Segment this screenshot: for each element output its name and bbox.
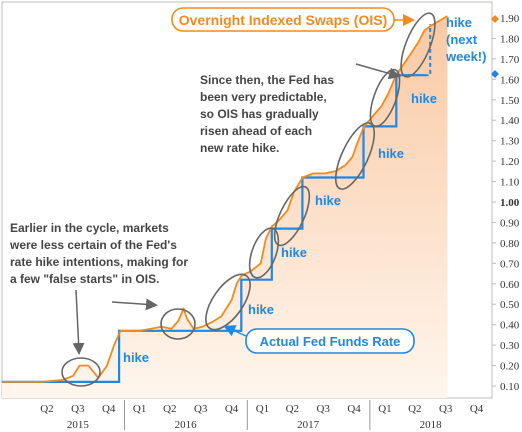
y-tick-label: 0.90 <box>500 217 520 229</box>
y-tick-label: 0.40 <box>500 320 520 332</box>
note-earlier: Earlier in the cycle, markets were less … <box>9 221 188 355</box>
y-tick-label: 1.10 <box>500 177 520 189</box>
note-since-then: Since then, the Fed has been very predic… <box>200 63 401 155</box>
hike-next-label: week!) <box>445 49 486 64</box>
x-tick-label: Q3 <box>316 403 330 415</box>
y-tick-label: 1.50 <box>500 95 520 107</box>
y-tick-label: 1.20 <box>500 156 520 168</box>
hike-label: hike <box>281 245 307 260</box>
hike-label: hike <box>123 350 149 365</box>
note-line: Since then, the Fed has <box>200 73 334 87</box>
highlight-circle <box>160 308 196 340</box>
ois-area-fill <box>2 16 448 398</box>
x-tick-label: Q2 <box>163 403 176 415</box>
highlight-circle <box>273 185 311 247</box>
x-tick-label: Q1 <box>378 403 391 415</box>
fed-funds-label-box: Actual Fed Funds Rate <box>223 325 415 354</box>
y-tick-label: 0.80 <box>500 238 520 250</box>
highlight-circle <box>205 273 251 331</box>
y-tick-label: 1.40 <box>500 115 520 127</box>
y-tick-label: 1.60 <box>500 74 520 86</box>
y-tick-label: 0.30 <box>500 340 520 352</box>
hike-labels: hike hike hike hike hike hike hike (next… <box>123 15 486 365</box>
y-axis: 0.10 0.20 0.30 0.40 0.50 0.60 0.70 0.80 0.90 1.00… <box>492 13 520 393</box>
note-line: Earlier in the cycle, markets <box>10 221 169 235</box>
fed-funds-end-marker-icon <box>491 70 499 78</box>
y-tick-label: 0.20 <box>500 361 520 373</box>
highlight-circle <box>248 227 280 279</box>
x-tick-label: Q4 <box>102 403 116 415</box>
ois-end-marker-icon <box>491 15 499 23</box>
y-tick-label: 1.90 <box>500 13 520 25</box>
x-tick-label: Q1 <box>256 403 269 415</box>
x-year-label: 2015 <box>67 419 90 431</box>
x-year-label: 2017 <box>297 419 320 431</box>
hike-label: hike <box>411 91 437 106</box>
y-tick-label: 0.70 <box>500 258 520 270</box>
y-tick-label: 1.00 <box>500 197 520 209</box>
note-line: were less certain of the Fed's <box>9 238 177 252</box>
x-tick-label: Q4 <box>225 403 239 415</box>
y-tick-label: 0.10 <box>500 381 520 393</box>
hike-next-label: hike <box>446 15 472 30</box>
x-tick-label: Q2 <box>286 403 299 415</box>
hike-label: hike <box>315 193 341 208</box>
note-line: new rate hike. <box>200 141 279 155</box>
y-tick-label: 1.30 <box>500 136 520 148</box>
y-tick-label: 0.60 <box>500 279 520 291</box>
fed-funds-label: Actual Fed Funds Rate <box>260 334 401 349</box>
hike-label: hike <box>378 146 404 161</box>
x-year-label: 2016 <box>175 419 198 431</box>
note-line: rate hike intentions, making for <box>10 255 188 269</box>
hike-next-label: (next <box>446 32 478 47</box>
x-tick-label: Q4 <box>470 403 484 415</box>
hike-label: hike <box>248 302 274 317</box>
highlight-circle <box>400 12 436 78</box>
note-line: so OIS has gradually <box>200 107 319 121</box>
note-line: risen ahead of each <box>200 124 312 138</box>
x-tick-label: Q4 <box>347 403 361 415</box>
note-line: a few "false starts" in OIS. <box>10 272 159 286</box>
x-year-label: 2018 <box>420 419 443 431</box>
fed-funds-projected-line <box>424 24 432 77</box>
y-tick-label: 1.80 <box>500 33 520 45</box>
right-markers <box>491 15 499 78</box>
x-tick-label: Q3 <box>194 403 208 415</box>
x-tick-label: Q3 <box>71 403 85 415</box>
y-tick-label: 1.70 <box>500 54 520 66</box>
note-line: been very predictable, <box>200 90 327 104</box>
ois-label-box: Overnight Indexed Swaps (OIS) <box>171 7 415 32</box>
y-tick-label: 0.50 <box>500 299 520 311</box>
x-tick-label: Q1 <box>133 403 146 415</box>
x-axis: Q2 Q3 Q4 Q1 Q2 Q3 Q4 Q1 Q2 Q3 Q4 Q1 Q2 Q3 Q4 2015 2016 20… <box>40 400 484 431</box>
highlight-circle <box>334 122 376 190</box>
ois-area <box>2 16 448 398</box>
x-tick-label: Q2 <box>40 403 53 415</box>
x-tick-label: Q2 <box>408 403 421 415</box>
ois-label: Overnight Indexed Swaps (OIS) <box>179 12 387 28</box>
x-tick-label: Q3 <box>439 403 453 415</box>
highlight-circle <box>61 357 101 387</box>
